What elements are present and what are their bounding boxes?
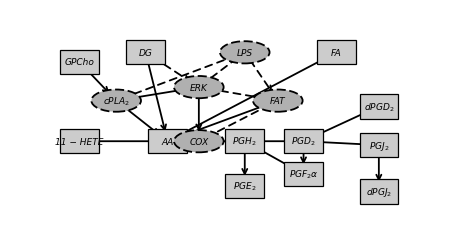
Text: dPGJ$_2$: dPGJ$_2$: [366, 185, 392, 198]
FancyBboxPatch shape: [317, 41, 356, 65]
Text: AA: AA: [162, 137, 174, 146]
Ellipse shape: [174, 130, 224, 153]
FancyBboxPatch shape: [148, 130, 187, 154]
Text: 11 − HETE: 11 − HETE: [55, 137, 104, 146]
FancyBboxPatch shape: [60, 130, 99, 154]
FancyBboxPatch shape: [360, 134, 398, 158]
Text: PGF$_2$$\alpha$: PGF$_2$$\alpha$: [289, 168, 319, 180]
FancyBboxPatch shape: [360, 95, 398, 119]
Ellipse shape: [174, 77, 224, 99]
Text: FA: FA: [331, 48, 342, 58]
Text: DG: DG: [138, 48, 153, 58]
FancyBboxPatch shape: [284, 130, 323, 154]
Text: ERK: ERK: [190, 83, 208, 92]
Text: PGD$_2$: PGD$_2$: [291, 136, 316, 148]
FancyBboxPatch shape: [360, 180, 398, 204]
FancyBboxPatch shape: [284, 162, 323, 186]
Text: dPGD$_2$: dPGD$_2$: [364, 101, 394, 113]
FancyBboxPatch shape: [226, 130, 264, 154]
Text: PGJ$_2$: PGJ$_2$: [369, 139, 389, 152]
Text: cPLA$_2$: cPLA$_2$: [103, 95, 130, 108]
Text: GPCho: GPCho: [64, 58, 94, 67]
Ellipse shape: [220, 42, 270, 64]
Ellipse shape: [91, 90, 141, 112]
FancyBboxPatch shape: [226, 174, 264, 198]
Text: PGH$_2$: PGH$_2$: [232, 136, 257, 148]
Text: PGE$_2$: PGE$_2$: [233, 180, 256, 192]
Text: FAT: FAT: [270, 97, 286, 106]
Text: LPS: LPS: [237, 48, 253, 58]
Ellipse shape: [253, 90, 302, 112]
FancyBboxPatch shape: [126, 41, 165, 65]
FancyBboxPatch shape: [60, 51, 99, 75]
Text: COX: COX: [189, 137, 209, 146]
